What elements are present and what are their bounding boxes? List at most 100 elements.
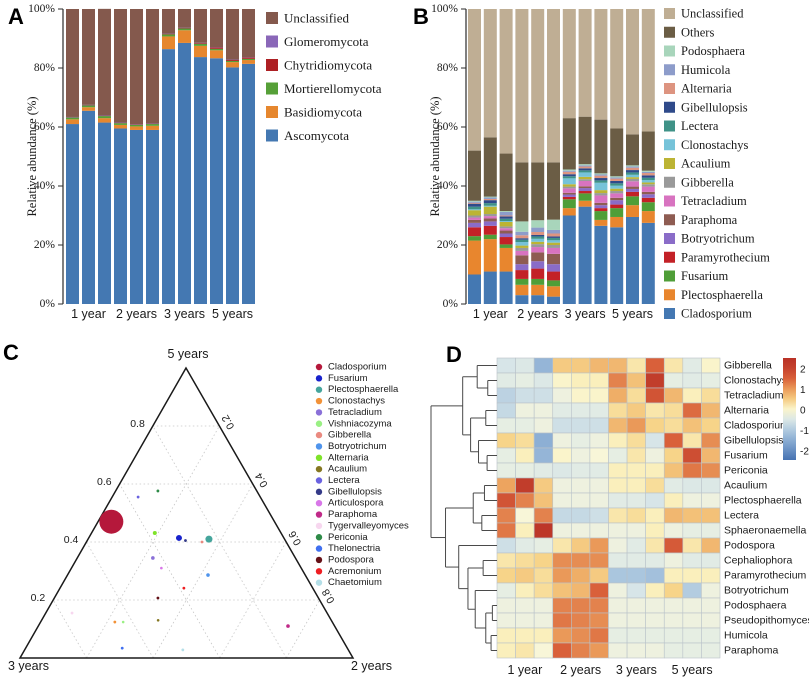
bar-segment-unclassified <box>515 9 529 163</box>
heatmap-cell <box>571 432 591 449</box>
bar-segment-ascomycota <box>146 129 159 304</box>
bar-segment-botryotrichum <box>594 205 608 209</box>
legend-dot-c <box>315 443 323 450</box>
legend-label-c: Periconia <box>328 532 368 543</box>
heatmap-cell <box>589 432 609 449</box>
heatmap-row-label: Clonostachys <box>724 375 787 387</box>
bar-segment-unclassified <box>210 9 223 48</box>
heatmap-cell <box>552 372 572 389</box>
bar-segment-paraphoma <box>562 192 576 195</box>
heatmap-cell <box>589 387 609 404</box>
bar-segment-others <box>531 162 545 221</box>
heatmap-cell <box>533 642 554 659</box>
bar-segment-gibellulopsis <box>610 180 624 184</box>
heatmap-cell <box>496 462 516 479</box>
bar-segment-lectera <box>547 237 560 241</box>
heatmap-cell <box>533 477 554 494</box>
heatmap-cell <box>589 507 609 524</box>
heatmap-cell <box>626 477 646 494</box>
x-group-label: 2 years <box>517 307 558 321</box>
bar-segment-paraphoma <box>483 218 497 222</box>
heatmap-cell <box>533 417 554 434</box>
bar-segment-tetracladium <box>547 247 560 254</box>
heatmap-cell <box>645 612 665 629</box>
bar-segment-chytridiomycota <box>194 42 207 44</box>
legend-label-c: Tygervalleyomyces <box>328 520 409 531</box>
heatmap-cell <box>626 402 646 419</box>
bar-segment-paramyrothecium <box>594 208 608 212</box>
bar-segment-podosphaera <box>468 200 481 202</box>
y-tick-label: 40% <box>437 180 459 192</box>
heatmap-cell <box>515 642 535 659</box>
heatmap-cell <box>496 417 516 434</box>
heatmap-cell <box>589 522 609 539</box>
heatmap-cell <box>663 417 684 434</box>
bar-segment-basidiomycota <box>114 124 127 129</box>
bar-segment-basidiomycota <box>162 36 175 50</box>
bar-segment-ascomycota <box>98 122 111 304</box>
heatmap-cell <box>496 537 516 554</box>
bar-segment-tetracladium <box>562 188 576 193</box>
bar-segment-unclassified <box>162 9 175 34</box>
y-tick-label: 80% <box>437 62 459 74</box>
bar-segment-others <box>610 128 624 177</box>
bar-segment-alternaria <box>499 215 513 217</box>
bar-segment-clonostachys <box>499 221 513 222</box>
legend-label-a: Mortierellomycota <box>284 81 382 96</box>
bar-segment-gibberella <box>562 186 576 189</box>
legend-swatch-b <box>664 158 675 169</box>
heatmap-cell <box>552 567 572 584</box>
x-group-label: 1 year <box>71 307 106 321</box>
heatmap-cell <box>663 387 684 404</box>
legend-dot-c <box>315 522 323 530</box>
heatmap-cell <box>552 552 572 569</box>
bar-segment-acaulium <box>515 245 529 248</box>
heatmap-cell <box>515 357 535 374</box>
bar-segment-podosphaera <box>499 211 513 212</box>
legend-label-b: Paraphoma <box>681 213 738 227</box>
bar-segment-lectera <box>562 176 576 179</box>
heatmap-cell <box>663 627 684 644</box>
ternary-point-alternaria <box>152 531 157 536</box>
heatmap-cell <box>645 447 665 464</box>
bar-segment-fusarium <box>515 278 529 285</box>
bar-segment-fusarium <box>499 244 513 248</box>
bar-segment-unclassified <box>483 9 497 138</box>
bar-segment-humicola <box>483 197 497 199</box>
heatmap-cell <box>682 372 702 389</box>
heatmap-cell <box>589 567 609 584</box>
heatmap-row-label: Podosphaera <box>724 600 787 612</box>
heatmap-cell <box>571 642 591 659</box>
bar-segment-acaulium <box>594 190 608 194</box>
bar-segment-others <box>468 150 481 201</box>
ternary-point-thelonectria <box>120 646 124 650</box>
heatmap-cell <box>589 402 609 419</box>
bar-segment-paramyrothecium <box>562 196 576 200</box>
bar-segment-paramyrothecium <box>610 204 624 209</box>
heatmap-row-label: Paraphoma <box>724 645 778 657</box>
panel-b-label: B <box>413 4 429 29</box>
heatmap-row-label: Cephaliophora <box>724 555 792 567</box>
heatmap-row-label: Plectosphaerella <box>724 495 802 507</box>
bar-segment-alternaria <box>515 235 529 239</box>
legend-dot-c <box>315 409 323 416</box>
legend-label-c: Acremonium <box>328 566 381 577</box>
heatmap-cell <box>571 627 591 644</box>
bar-segment-humicola <box>468 201 481 203</box>
bar-segment-basidiomycota <box>242 60 255 64</box>
y-tick-label: 80% <box>34 62 56 74</box>
bar-segment-ascomycota <box>178 42 191 305</box>
ternary-corner-left: 3 years <box>8 659 49 673</box>
y-tick-label: 100% <box>28 3 55 15</box>
heatmap-cell <box>496 612 516 629</box>
bar-segment-botryotrichum <box>626 188 639 192</box>
bar-segment-gibellulopsis <box>641 175 655 178</box>
ternary-point-paraphoma <box>286 624 290 628</box>
heatmap-cell <box>552 537 572 554</box>
legend-label-c: Alternaria <box>328 452 369 463</box>
heatmap-cell <box>496 597 516 614</box>
heatmap-cell <box>701 552 721 569</box>
bar-segment-gibellulopsis <box>562 174 576 177</box>
y-tick-label: 40% <box>34 180 56 192</box>
bar-segment-gibellulopsis <box>594 178 608 181</box>
